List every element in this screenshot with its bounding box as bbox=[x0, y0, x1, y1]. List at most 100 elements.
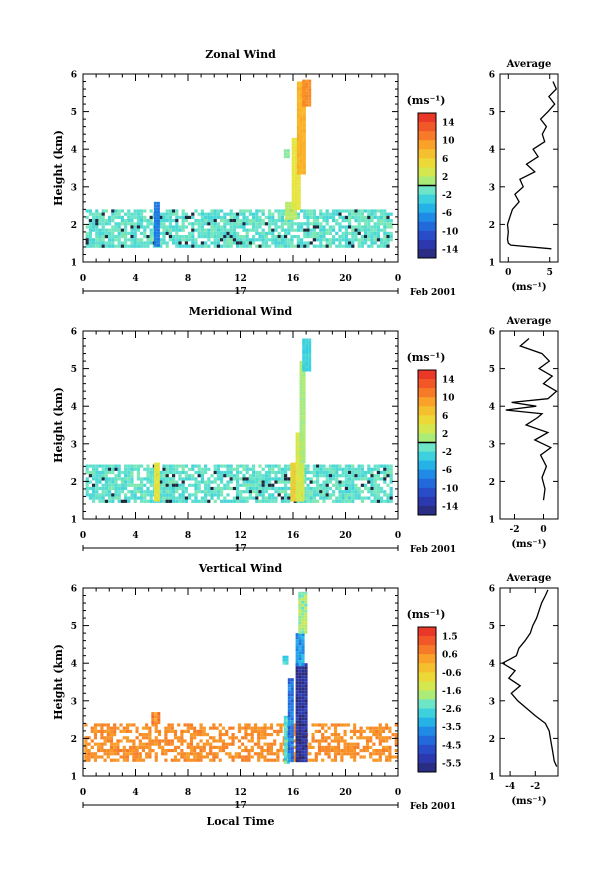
data-cell bbox=[299, 376, 303, 380]
x-tick-label: 8 bbox=[185, 788, 191, 798]
data-cell bbox=[218, 755, 222, 759]
data-cell bbox=[357, 470, 361, 475]
data-cell bbox=[304, 714, 308, 718]
data-cell bbox=[291, 176, 295, 180]
data-cell bbox=[98, 241, 102, 245]
data-cell bbox=[120, 483, 124, 487]
data-cell bbox=[274, 228, 278, 232]
data-cell bbox=[303, 470, 307, 475]
data-cell bbox=[295, 750, 299, 754]
data-cell bbox=[245, 486, 249, 491]
data-cell bbox=[299, 87, 303, 91]
data-cell bbox=[290, 681, 294, 685]
data-cell bbox=[244, 745, 248, 749]
data-cell bbox=[301, 753, 305, 757]
data-cell bbox=[290, 489, 294, 493]
data-cell bbox=[277, 241, 281, 245]
data-cell bbox=[98, 235, 102, 239]
data-cell bbox=[141, 742, 146, 746]
data-cell bbox=[153, 465, 157, 469]
data-cell bbox=[239, 241, 243, 245]
data-cell bbox=[146, 467, 150, 471]
data-cell bbox=[226, 474, 230, 478]
data-cell bbox=[367, 464, 371, 468]
data-cell bbox=[101, 231, 105, 235]
data-cell bbox=[302, 94, 306, 98]
data-cell bbox=[273, 758, 277, 762]
data-cell bbox=[287, 241, 291, 245]
data-cell bbox=[312, 244, 316, 248]
data-cell bbox=[108, 241, 112, 245]
data-cell bbox=[181, 244, 185, 248]
x-tick-label: 0 bbox=[80, 531, 86, 541]
data-cell bbox=[322, 212, 326, 216]
data-cell bbox=[353, 742, 357, 746]
data-cell bbox=[298, 480, 302, 484]
data-cell bbox=[333, 755, 338, 759]
data-cell bbox=[261, 483, 265, 487]
data-cell bbox=[302, 350, 306, 354]
data-cell bbox=[298, 672, 302, 676]
data-cell bbox=[129, 755, 133, 759]
data-cell bbox=[146, 235, 150, 239]
data-cell bbox=[385, 742, 389, 746]
data-cell bbox=[309, 231, 313, 235]
data-cell bbox=[335, 464, 339, 468]
data-cell bbox=[111, 235, 115, 239]
data-cell bbox=[335, 499, 339, 503]
data-cell bbox=[284, 222, 288, 226]
data-cell bbox=[294, 176, 298, 180]
data-cell bbox=[341, 209, 345, 213]
data-cell bbox=[225, 729, 229, 733]
data-cell bbox=[178, 499, 182, 503]
data-cell bbox=[172, 225, 176, 229]
data-cell bbox=[301, 495, 305, 499]
data-cell bbox=[165, 231, 169, 235]
data-cell bbox=[287, 464, 291, 468]
data-cell bbox=[376, 483, 380, 487]
colorbar-segment bbox=[418, 460, 436, 471]
data-cell bbox=[172, 480, 176, 484]
data-cell bbox=[285, 201, 289, 205]
data-cell bbox=[205, 758, 210, 762]
data-cell bbox=[197, 212, 201, 216]
data-cell bbox=[277, 212, 281, 216]
data-cell bbox=[359, 736, 363, 740]
data-cell bbox=[380, 222, 384, 226]
data-cell bbox=[298, 597, 302, 601]
data-cell bbox=[161, 752, 165, 756]
data-cell bbox=[205, 729, 210, 733]
data-cell bbox=[261, 212, 265, 216]
data-cell bbox=[216, 228, 220, 232]
data-cell bbox=[305, 91, 309, 95]
data-cell bbox=[98, 480, 102, 484]
data-cell bbox=[133, 228, 137, 232]
data-cell bbox=[168, 222, 172, 226]
data-cell bbox=[257, 749, 261, 753]
data-cell bbox=[175, 499, 179, 503]
average-title: Average bbox=[506, 316, 552, 327]
data-cell bbox=[130, 467, 134, 471]
data-cell bbox=[188, 235, 192, 239]
data-cell bbox=[165, 219, 169, 223]
data-cell bbox=[296, 126, 300, 130]
data-cell bbox=[295, 645, 299, 649]
data-cell bbox=[159, 241, 163, 245]
data-cell bbox=[274, 209, 278, 213]
average-y-tick-label: 2 bbox=[489, 221, 495, 231]
data-cell bbox=[242, 467, 246, 471]
data-cell bbox=[92, 493, 96, 497]
data-cell bbox=[298, 642, 302, 646]
data-cell bbox=[247, 749, 251, 753]
data-cell bbox=[162, 215, 166, 219]
data-cell bbox=[114, 209, 118, 213]
data-cell bbox=[146, 477, 150, 481]
data-cell bbox=[279, 723, 283, 727]
data-cell bbox=[167, 755, 171, 759]
data-cell bbox=[146, 486, 150, 491]
data-cell bbox=[290, 219, 294, 223]
data-cell bbox=[260, 755, 264, 759]
data-cell bbox=[295, 675, 299, 679]
data-cell bbox=[308, 368, 312, 372]
